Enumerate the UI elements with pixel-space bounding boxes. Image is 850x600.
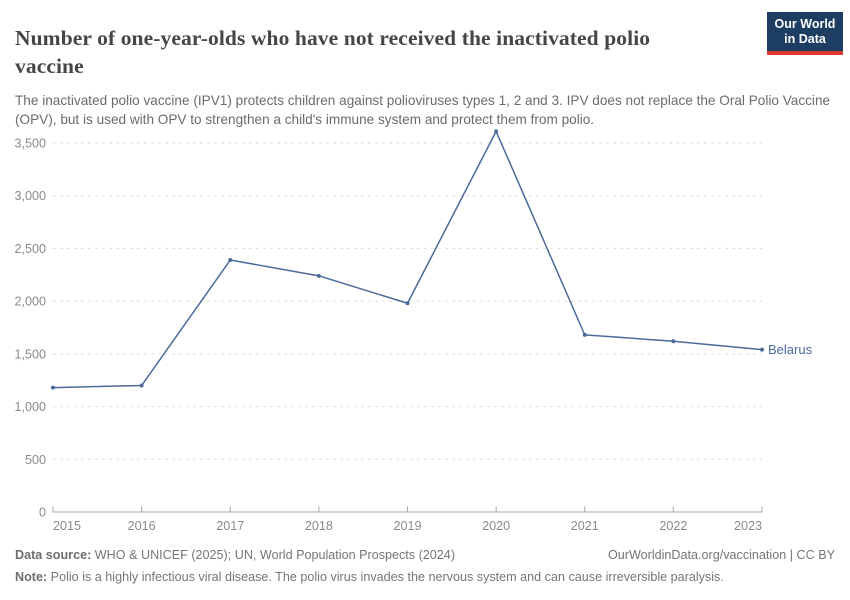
data-point: [405, 301, 410, 306]
note-value: Polio is a highly infectious viral disea…: [47, 570, 724, 584]
y-axis-label: 2,500: [14, 242, 46, 256]
data-point: [760, 347, 764, 352]
chart-subtitle: The inactivated polio vaccine (IPV1) pro…: [15, 92, 831, 127]
series-end-label[interactable]: Belarus: [768, 342, 813, 357]
note-label: Note:: [15, 570, 48, 584]
data-source-label: Data source:: [15, 548, 92, 562]
data-point: [228, 258, 233, 263]
chart-footer: Data source: WHO & UNICEF (2025); UN, Wo…: [15, 547, 835, 563]
y-axis-label: 3,500: [14, 137, 46, 151]
x-axis-label: 2018: [305, 519, 333, 533]
y-axis-label: 3,000: [14, 189, 46, 203]
y-axis-label: 1,000: [14, 400, 46, 414]
x-axis-label: 2019: [393, 519, 421, 533]
series-line: [52, 130, 763, 389]
data-point: [582, 332, 587, 337]
chart-note: Note: Polio is a highly infectious viral…: [15, 569, 835, 585]
x-axis-label: 2020: [482, 519, 510, 533]
x-axis-label: 2017: [216, 519, 244, 533]
owid-link[interactable]: OurWorldinData.org/vaccination | CC BY: [607, 548, 835, 562]
y-axis-label: 1,500: [14, 347, 46, 361]
data-point: [494, 129, 499, 134]
data-point: [316, 273, 321, 278]
x-axis-label: 2015: [53, 519, 81, 533]
data-point: [51, 385, 55, 390]
owid-logo-line1: Our World: [774, 17, 836, 31]
y-axis-label: 500: [25, 453, 46, 467]
data-point: [671, 339, 676, 344]
data-point: [139, 383, 144, 388]
x-axis-label: 2016: [128, 519, 156, 533]
x-axis-label: 2021: [571, 519, 599, 533]
data-source-text: Data source: WHO & UNICEF (2025); UN, Wo…: [15, 547, 455, 563]
data-source-value: WHO & UNICEF (2025); UN, World Populatio…: [91, 548, 456, 562]
x-axis-label: 2022: [659, 519, 687, 533]
y-axis-label: 0: [39, 506, 46, 520]
owid-logo: Our World in Data: [767, 12, 843, 55]
chart-title: Number of one-year-olds who have not rec…: [15, 26, 651, 79]
y-axis-label: 2,000: [14, 295, 46, 309]
x-axis-label: 2023: [734, 519, 762, 533]
owid-logo-line2: in Data: [784, 32, 826, 46]
